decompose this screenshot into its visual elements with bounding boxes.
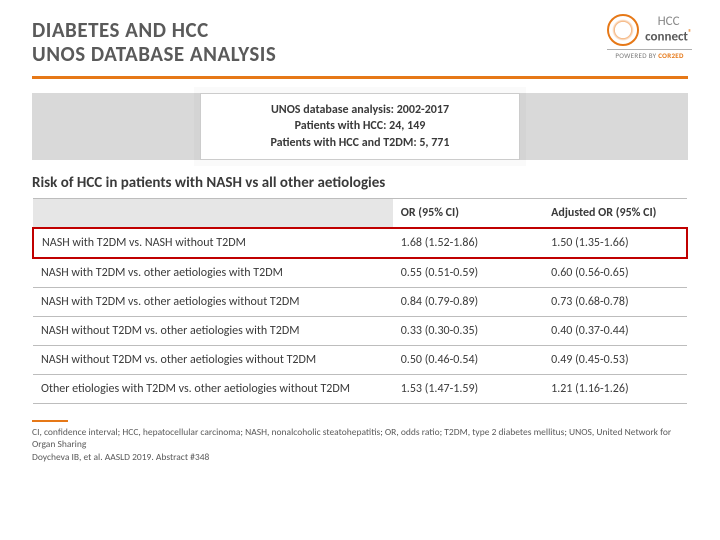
- logo-circle-icon: [607, 14, 639, 46]
- table-row: NASH without T2DM vs. other aetiologies …: [33, 345, 687, 374]
- logo-brand-prefix: HCC: [658, 14, 680, 29]
- cell-adj: 1.21 (1.16-1.26): [543, 374, 687, 403]
- cell-comp: NASH with T2DM vs. NASH without T2DM: [33, 228, 393, 258]
- cell-or: 1.68 (1.52-1.86): [393, 228, 543, 258]
- table-header-row: OR (95% CI) Adjusted OR (95% CI): [33, 198, 687, 228]
- info-box: UNOS database analysis: 2002-2017 Patien…: [200, 93, 520, 160]
- cell-comp: NASH without T2DM vs. other aetiologies …: [33, 316, 393, 345]
- logo-sup: ®: [688, 28, 692, 38]
- table-row: NASH without T2DM vs. other aetiologies …: [33, 316, 687, 345]
- info-line-1: UNOS database analysis: 2002-2017: [211, 102, 509, 118]
- cell-or: 0.33 (0.30-0.35): [393, 316, 543, 345]
- cell-comp: NASH with T2DM vs. other aetiologies wit…: [33, 287, 393, 316]
- cell-adj: 0.40 (0.37-0.44): [543, 316, 687, 345]
- title-line-1: DIABETES AND HCC: [32, 17, 209, 43]
- cell-or: 0.55 (0.51-0.59): [393, 258, 543, 288]
- cell-or: 0.84 (0.79-0.89): [393, 287, 543, 316]
- table-row: NASH with T2DM vs. other aetiologies wit…: [33, 287, 687, 316]
- page-title: DIABETES AND HCC UNOS DATABASE ANALYSIS: [32, 18, 688, 66]
- title-line-2: UNOS DATABASE ANALYSIS: [32, 41, 276, 67]
- cell-or: 1.53 (1.47-1.59): [393, 374, 543, 403]
- cell-adj: 1.50 (1.35-1.66): [543, 228, 687, 258]
- header-blank: [33, 198, 393, 228]
- table-row: NASH with T2DM vs. other aetiologies wit…: [33, 258, 687, 288]
- table-row: Other etiologies with T2DM vs. other aet…: [33, 374, 687, 403]
- cell-comp: Other etiologies with T2DM vs. other aet…: [33, 374, 393, 403]
- cell-adj: 0.49 (0.45-0.53): [543, 345, 687, 374]
- footnote-line-1: CI, confidence interval; HCC, hepatocell…: [32, 426, 688, 451]
- footnote: CI, confidence interval; HCC, hepatocell…: [32, 420, 688, 463]
- brand-logo: HCC connect® POWERED BY COR2ED: [607, 14, 692, 60]
- cell-comp: NASH with T2DM vs. other aetiologies wit…: [33, 258, 393, 288]
- cell-adj: 0.60 (0.56-0.65): [543, 258, 687, 288]
- footnote-rule: [32, 420, 68, 422]
- risk-table: OR (95% CI) Adjusted OR (95% CI) NASH wi…: [32, 198, 688, 404]
- info-line-2: Patients with HCC: 24, 149: [211, 118, 509, 134]
- table-row: NASH with T2DM vs. NASH without T2DM1.68…: [33, 228, 687, 258]
- logo-caption-brand: COR2ED: [658, 51, 684, 60]
- info-line-3: Patients with HCC and T2DM: 5, 771: [211, 135, 509, 151]
- cell-comp: NASH without T2DM vs. other aetiologies …: [33, 345, 393, 374]
- cell-adj: 0.73 (0.68-0.78): [543, 287, 687, 316]
- cell-or: 0.50 (0.46-0.54): [393, 345, 543, 374]
- section-subhead: Risk of HCC in patients with NASH vs all…: [32, 174, 688, 192]
- info-box-wrap: UNOS database analysis: 2002-2017 Patien…: [32, 93, 688, 160]
- logo-caption-prefix: POWERED BY: [615, 51, 658, 60]
- footnote-line-2: Doycheva IB, et al. AASLD 2019. Abstract…: [32, 451, 688, 463]
- title-underline: [32, 76, 688, 79]
- header-or: OR (95% CI): [393, 198, 543, 228]
- header-adj: Adjusted OR (95% CI): [543, 198, 687, 228]
- logo-brand-suffix: connect: [645, 30, 688, 45]
